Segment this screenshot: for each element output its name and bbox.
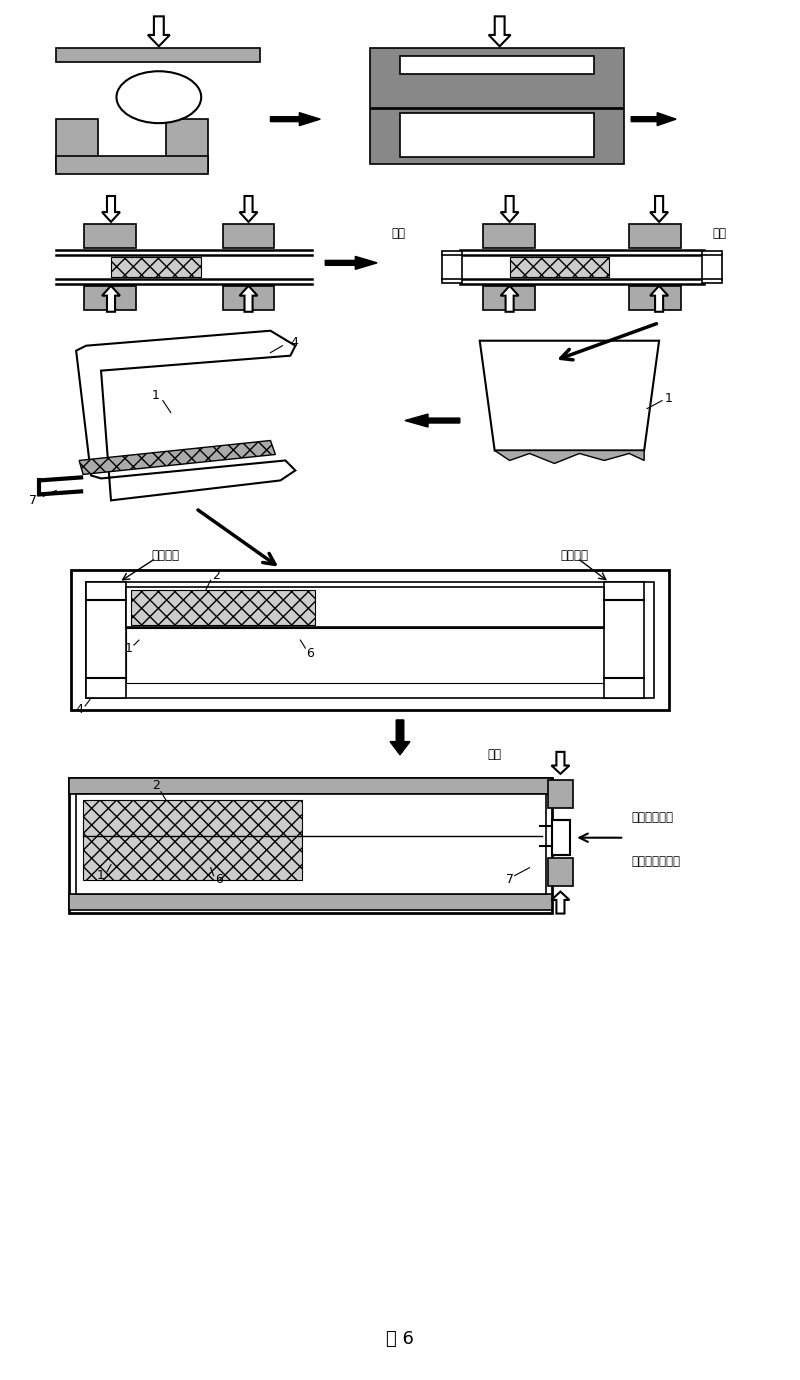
Bar (549, 857, 574, 886)
Polygon shape (650, 196, 668, 222)
Bar (400, 57, 594, 75)
Text: 7: 7 (506, 874, 514, 886)
Bar (630, 286, 681, 309)
Text: 焊接管路: 焊接管路 (560, 549, 588, 562)
Bar (549, 780, 574, 807)
Text: 4: 4 (75, 704, 83, 716)
Bar (76, 793, 546, 894)
Bar (400, 113, 594, 157)
Bar (702, 251, 722, 283)
Bar (370, 109, 624, 164)
Bar (83, 800, 302, 879)
Text: 7: 7 (30, 494, 38, 506)
Polygon shape (102, 196, 120, 222)
Bar (56, 48, 261, 62)
Polygon shape (501, 286, 518, 312)
Polygon shape (650, 286, 668, 312)
Bar (222, 286, 274, 309)
Bar (69, 778, 553, 794)
Polygon shape (631, 113, 676, 126)
Bar (222, 224, 274, 248)
Polygon shape (148, 17, 170, 47)
Text: 真空后夹具封口: 真空后夹具封口 (631, 856, 680, 868)
Text: 1: 1 (152, 389, 160, 402)
Polygon shape (326, 257, 377, 269)
Text: 焊接: 焊接 (713, 228, 727, 240)
Text: 焊接: 焊接 (391, 228, 405, 240)
Text: 6: 6 (214, 874, 222, 886)
Bar (510, 257, 610, 277)
Bar (86, 582, 126, 698)
Text: 1: 1 (665, 392, 673, 406)
Text: 焊接: 焊接 (488, 748, 502, 762)
Text: 1: 1 (125, 642, 133, 654)
Bar (166, 119, 208, 171)
Text: 1: 1 (97, 869, 105, 882)
Text: 焊接管路: 焊接管路 (152, 549, 180, 562)
Bar (131, 591, 315, 625)
Bar (84, 224, 136, 248)
Polygon shape (405, 414, 460, 426)
Text: 注入工作流体: 注入工作流体 (631, 811, 673, 824)
Bar (84, 286, 136, 309)
Bar (69, 894, 553, 909)
Polygon shape (494, 450, 644, 464)
Bar (56, 156, 208, 174)
Text: 图 6: 图 6 (386, 1330, 414, 1348)
Bar (482, 224, 534, 248)
Text: 2: 2 (212, 569, 219, 582)
Text: 2: 2 (152, 780, 160, 792)
Polygon shape (239, 286, 258, 312)
Bar (86, 582, 654, 698)
Bar (370, 48, 624, 108)
Polygon shape (390, 720, 410, 755)
Bar (69, 778, 553, 912)
Polygon shape (79, 440, 275, 475)
Text: 4: 4 (290, 337, 298, 349)
Bar (482, 286, 534, 309)
Bar (71, 570, 669, 709)
Text: 6: 6 (306, 647, 314, 660)
Bar (126, 628, 604, 683)
Polygon shape (551, 752, 570, 774)
Ellipse shape (117, 72, 201, 123)
Polygon shape (76, 331, 295, 501)
Bar (111, 257, 201, 277)
Polygon shape (102, 286, 120, 312)
Bar (126, 588, 604, 627)
Polygon shape (270, 113, 320, 126)
Bar (604, 582, 644, 698)
Polygon shape (501, 196, 518, 222)
Polygon shape (480, 341, 659, 450)
Polygon shape (489, 17, 510, 47)
Polygon shape (239, 196, 258, 222)
Polygon shape (551, 891, 570, 914)
Bar (442, 251, 462, 283)
Bar (630, 224, 681, 248)
Bar (56, 119, 98, 171)
Bar (553, 820, 570, 854)
